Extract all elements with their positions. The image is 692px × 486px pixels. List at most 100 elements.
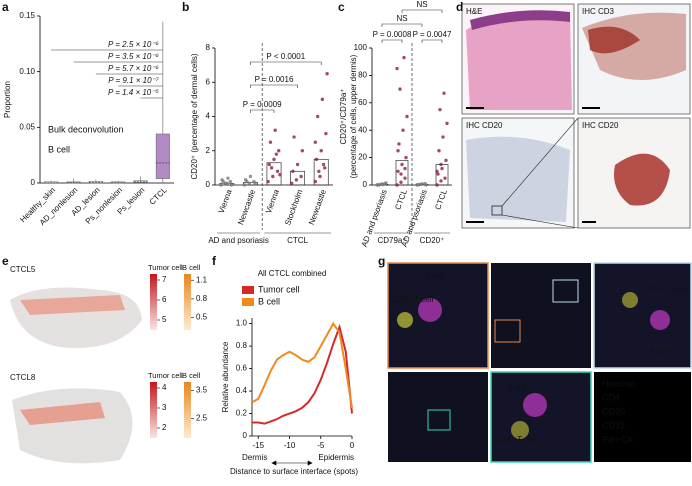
y-tick-label: 0: [243, 431, 248, 440]
data-point: [441, 135, 445, 139]
data-point: [439, 179, 443, 183]
data-point: [295, 162, 300, 167]
data-point: [245, 179, 249, 184]
data-point: [403, 176, 407, 180]
data-point: [440, 166, 444, 171]
panel-e-maps: [10, 287, 142, 464]
chart-title: All CTCL combined: [258, 269, 327, 278]
colorbar-tick-label: 3: [162, 403, 167, 412]
x-tick-label: -10: [284, 441, 296, 450]
bracket: [401, 9, 443, 13]
colorbar: [184, 274, 191, 330]
data-point: [225, 181, 229, 185]
panel-letter: a: [2, 0, 9, 14]
pvalue: P = 0.0016: [255, 75, 294, 84]
data-point: [313, 179, 317, 184]
y-tick-label: 40: [358, 125, 367, 134]
panel-letter: e: [2, 254, 9, 268]
data-point: [292, 135, 296, 139]
panel-letter: c: [338, 0, 345, 14]
group-label: CTCL: [287, 236, 308, 245]
data-point: [294, 178, 299, 182]
channel-legend: Pan-CK: [602, 434, 634, 444]
data-point: [320, 97, 325, 102]
y-tick-label: 0.2: [236, 409, 248, 418]
group-label: AD and psoriasis: [208, 236, 268, 245]
pvalue: P = 0.0008: [373, 30, 412, 39]
data-point: [396, 149, 400, 153]
annotation: Bulk deconvolution: [48, 124, 124, 134]
y-tick-label: 0.05: [19, 122, 35, 131]
data-point: [299, 174, 303, 179]
map-label: CTCL8: [10, 373, 36, 382]
panel-letter: g: [378, 254, 385, 268]
pvalue: P = 0.0047: [413, 30, 452, 39]
data-point: [315, 114, 320, 119]
bracket: [250, 109, 275, 113]
data-point: [319, 149, 323, 153]
channel-legend: Hoechst: [602, 378, 636, 388]
data-point: [318, 174, 322, 179]
data-point: [323, 166, 327, 170]
comparison-pvalue: P = 2.5 × 10⁻⁶: [108, 40, 160, 49]
y-tick-label: 6: [206, 77, 211, 86]
data-point: [271, 174, 275, 179]
data-point: [253, 181, 257, 185]
colorbar-tick-label: 3.5: [196, 386, 208, 395]
colorbar-tick-label: 5: [162, 315, 167, 324]
data-point: [401, 128, 405, 132]
channel-legend: CD20: [602, 406, 625, 416]
image-label: B cell: [425, 272, 445, 281]
data-point: [404, 155, 408, 160]
legend-label: Tumor cell: [258, 284, 300, 294]
data-point: [290, 181, 294, 185]
data-point: [325, 71, 329, 76]
data-point: [400, 162, 404, 167]
colorbar-tick-label: 2: [162, 423, 167, 432]
colorbar-title: B cell: [182, 263, 201, 272]
data-point: [268, 140, 273, 144]
y-tick-label: 0.15: [19, 11, 35, 20]
data-point: [324, 131, 328, 136]
legend-label: B cell: [258, 296, 280, 306]
map-label: CTCL5: [10, 265, 36, 274]
channel-legend: CD31: [602, 420, 625, 430]
y-tick-label: 0: [206, 180, 211, 189]
colorbar: [150, 274, 157, 330]
data-point: [273, 128, 277, 132]
group-label: CD20⁺: [420, 236, 445, 245]
y-tick-label: 0.8: [236, 341, 248, 350]
data-point: [424, 183, 428, 187]
pvalue: NS: [416, 0, 427, 9]
pvalue: NS: [396, 14, 407, 23]
bracket: [381, 23, 423, 27]
x-tick-label: 0: [350, 441, 355, 450]
colorbar: [184, 382, 191, 438]
y-tick-label: 4: [206, 112, 211, 121]
data-point: [377, 183, 381, 187]
series-line: [251, 321, 353, 409]
series-line: [252, 323, 353, 425]
panel-g-images: [387, 262, 692, 463]
x-tick-label: Stockholm: [283, 188, 304, 226]
bracket: [250, 61, 322, 65]
data-point: [435, 169, 439, 173]
data-point: [275, 169, 280, 173]
data-point: [395, 183, 399, 187]
y-axis-label: CD20⁺ (percentage of dermal cells): [190, 53, 199, 179]
y-tick-label: 1.0: [236, 319, 248, 328]
x-tick-label: -15: [252, 441, 264, 450]
data-point: [399, 180, 403, 184]
x-tick-label: Vienna: [217, 188, 234, 215]
data-point: [442, 91, 446, 95]
image-label: H&E: [466, 7, 482, 16]
comparison-pvalue: P = 1.4 × 10⁻⁵: [108, 88, 160, 97]
panel-letter: b: [182, 0, 189, 14]
bar: [313, 158, 329, 186]
data-point: [436, 172, 440, 176]
arrow: [271, 460, 313, 466]
y-tick-label: 8: [206, 43, 211, 52]
comparison-pvalue: P = 9.1 × 10⁻⁷: [108, 76, 160, 85]
group-label: CD79a⁺: [377, 236, 406, 245]
colorbar-tick-label: 1.1: [196, 275, 208, 284]
